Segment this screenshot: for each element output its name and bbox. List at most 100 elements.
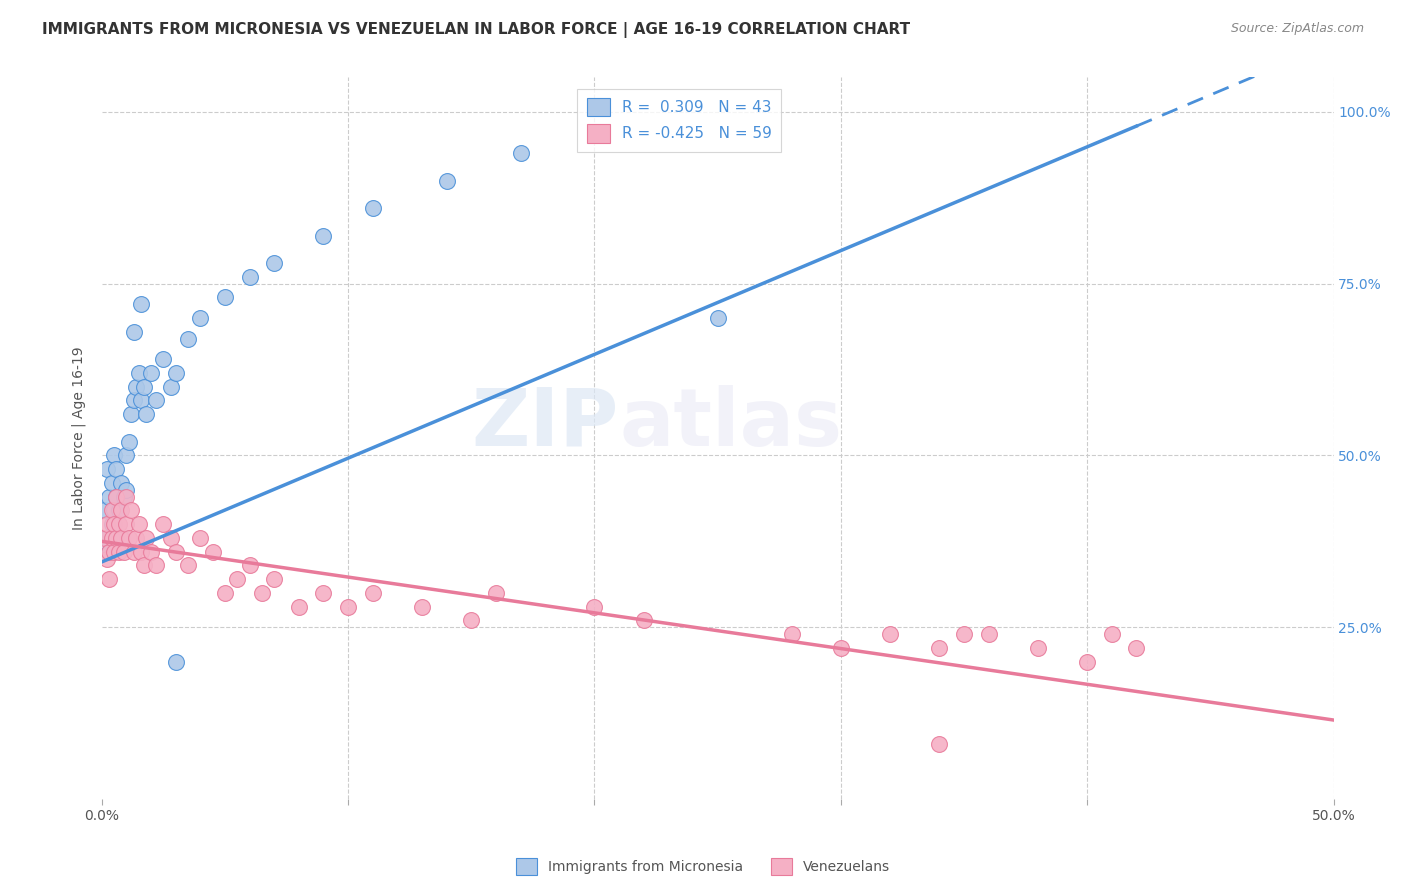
Point (159, 531, 181, 545)
Point (436, 173, 458, 187)
Point (122, 393, 145, 408)
Point (128, 366, 150, 380)
Point (238, 269, 260, 284)
Point (103, 517, 125, 532)
Point (125, 380, 148, 394)
Point (337, 599, 360, 614)
Point (312, 586, 335, 600)
Point (112, 490, 135, 504)
Point (100, 475, 122, 490)
Point (122, 325, 145, 339)
Point (112, 544, 135, 558)
Point (1125, 640, 1147, 655)
Point (118, 531, 141, 545)
Point (108, 544, 131, 558)
Point (152, 517, 174, 532)
Point (361, 586, 384, 600)
Point (103, 449, 125, 463)
Point (105, 531, 128, 545)
Legend: Immigrants from Micronesia, Venezuelans: Immigrants from Micronesia, Venezuelans (510, 853, 896, 880)
Point (110, 531, 132, 545)
Point (1076, 655, 1098, 669)
Point (110, 531, 132, 545)
Text: IMMIGRANTS FROM MICRONESIA VS VENEZUELAN IN LABOR FORCE | AGE 16-19 CORRELATION : IMMIGRANTS FROM MICRONESIA VS VENEZUELAN… (42, 22, 910, 38)
Point (485, 586, 508, 600)
Point (583, 599, 606, 614)
Y-axis label: In Labor Force | Age 16-19: In Labor Force | Age 16-19 (72, 346, 86, 530)
Point (103, 503, 125, 517)
Point (96, 551, 118, 566)
Point (105, 490, 128, 504)
Point (93, 531, 115, 545)
Point (110, 503, 132, 517)
Point (411, 599, 433, 614)
Point (361, 201, 384, 215)
Point (129, 393, 152, 408)
Point (214, 586, 236, 600)
Point (115, 483, 138, 497)
Point (128, 517, 150, 532)
Text: atlas: atlas (619, 384, 842, 463)
Point (201, 544, 224, 558)
Point (132, 380, 155, 394)
Point (1026, 640, 1049, 655)
Point (120, 503, 142, 517)
Point (165, 655, 187, 669)
Point (288, 599, 311, 614)
Point (108, 517, 131, 532)
Point (108, 503, 131, 517)
Point (780, 627, 803, 641)
Text: ZIP: ZIP (472, 384, 619, 463)
Point (177, 332, 200, 346)
Point (93, 503, 115, 517)
Point (100, 503, 122, 517)
Point (122, 544, 145, 558)
Point (226, 572, 249, 586)
Point (135, 531, 157, 545)
Point (145, 393, 167, 408)
Point (98, 490, 121, 504)
Point (706, 310, 728, 325)
Point (238, 558, 260, 573)
Point (103, 544, 125, 558)
Point (879, 627, 901, 641)
Point (928, 640, 950, 655)
Point (977, 627, 1000, 641)
Point (120, 407, 142, 421)
Point (135, 407, 157, 421)
Point (633, 613, 655, 627)
Point (214, 290, 236, 304)
Point (509, 146, 531, 161)
Point (110, 475, 132, 490)
Point (165, 544, 187, 558)
Point (129, 297, 152, 311)
Point (98, 544, 121, 558)
Point (98, 572, 121, 586)
Point (177, 558, 200, 573)
Text: Source: ZipAtlas.com: Source: ZipAtlas.com (1230, 22, 1364, 36)
Point (100, 517, 122, 532)
Point (263, 572, 285, 586)
Point (100, 531, 122, 545)
Point (263, 256, 285, 270)
Point (96, 462, 118, 476)
Point (928, 737, 950, 751)
Point (460, 613, 482, 627)
Point (139, 366, 162, 380)
Point (118, 434, 141, 449)
Point (1101, 627, 1123, 641)
Point (132, 558, 155, 573)
Point (145, 558, 167, 573)
Point (139, 544, 162, 558)
Point (115, 449, 138, 463)
Point (165, 366, 187, 380)
Point (115, 490, 138, 504)
Point (250, 586, 273, 600)
Point (159, 380, 181, 394)
Point (312, 228, 335, 243)
Point (98, 544, 121, 558)
Point (152, 352, 174, 367)
Legend: R =  0.309   N = 43, R = -0.425   N = 59: R = 0.309 N = 43, R = -0.425 N = 59 (578, 88, 780, 152)
Point (105, 490, 128, 504)
Point (115, 517, 138, 532)
